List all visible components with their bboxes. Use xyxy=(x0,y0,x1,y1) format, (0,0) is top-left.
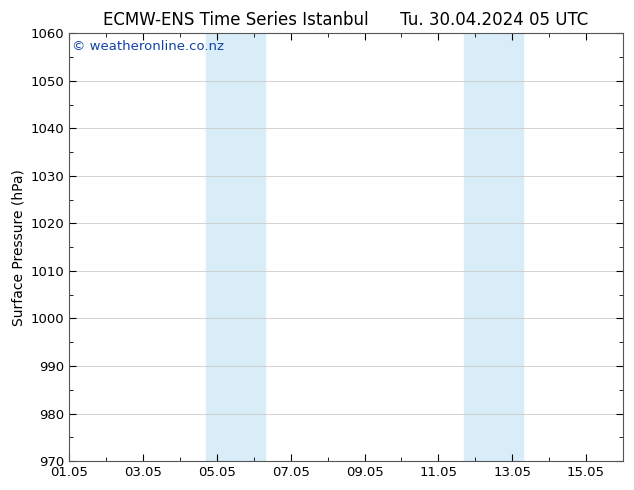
Y-axis label: Surface Pressure (hPa): Surface Pressure (hPa) xyxy=(11,169,25,326)
Text: © weatheronline.co.nz: © weatheronline.co.nz xyxy=(72,40,224,53)
Bar xyxy=(206,33,265,461)
Bar xyxy=(464,33,523,461)
Title: ECMW-ENS Time Series Istanbul      Tu. 30.04.2024 05 UTC: ECMW-ENS Time Series Istanbul Tu. 30.04.… xyxy=(103,11,589,29)
